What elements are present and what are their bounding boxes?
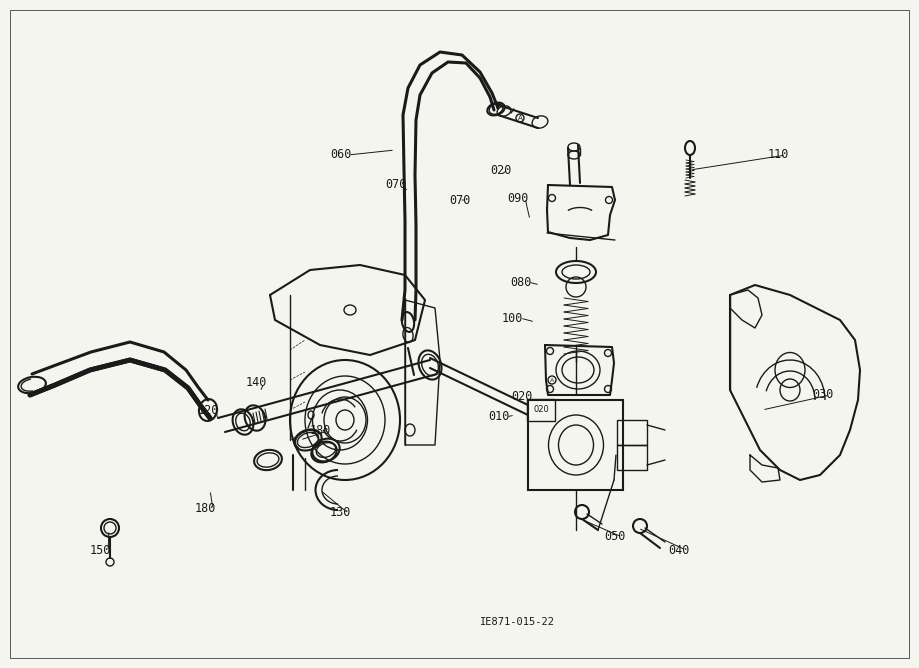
Text: 020: 020 — [533, 405, 549, 415]
Text: 010: 010 — [488, 411, 509, 424]
Bar — [617, 445, 647, 470]
Text: 180: 180 — [195, 502, 216, 516]
Text: 100: 100 — [502, 311, 524, 325]
Text: 030: 030 — [812, 389, 834, 401]
Bar — [527, 399, 555, 421]
Text: A: A — [517, 115, 522, 121]
Text: 060: 060 — [330, 148, 351, 162]
Text: 040: 040 — [668, 544, 689, 556]
Bar — [528, 400, 623, 490]
Text: A: A — [550, 377, 554, 383]
Text: 130: 130 — [330, 506, 351, 520]
Text: 070: 070 — [449, 194, 471, 206]
Text: 150: 150 — [90, 544, 111, 558]
Text: 070: 070 — [385, 178, 406, 192]
Text: 050: 050 — [604, 530, 625, 544]
Text: 020: 020 — [511, 391, 532, 403]
Text: 080: 080 — [510, 275, 531, 289]
Text: 090: 090 — [507, 192, 528, 204]
Text: 140: 140 — [246, 377, 267, 389]
Text: 020: 020 — [490, 164, 511, 176]
Text: 120: 120 — [198, 405, 220, 418]
Bar — [617, 420, 647, 445]
Text: IE871-015-22: IE871-015-22 — [480, 617, 555, 627]
Text: 180: 180 — [310, 424, 332, 438]
Text: 110: 110 — [768, 148, 789, 162]
